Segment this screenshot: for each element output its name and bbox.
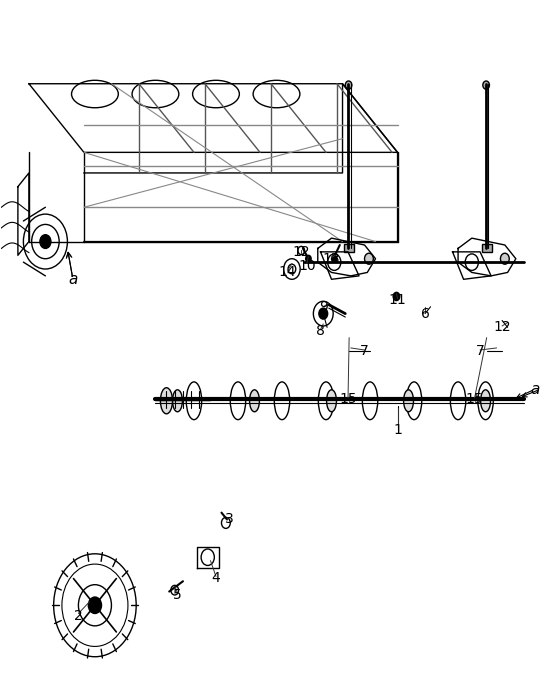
Text: 7: 7 — [476, 344, 484, 358]
Ellipse shape — [327, 390, 336, 412]
Text: 14: 14 — [279, 265, 296, 280]
Ellipse shape — [481, 390, 491, 412]
Circle shape — [393, 292, 400, 300]
Ellipse shape — [249, 390, 259, 412]
Text: a: a — [68, 271, 77, 287]
Text: 5: 5 — [173, 588, 182, 602]
Text: 2: 2 — [74, 608, 83, 623]
Ellipse shape — [450, 382, 466, 420]
Text: 10: 10 — [298, 258, 316, 273]
Circle shape — [306, 256, 311, 262]
Ellipse shape — [173, 390, 182, 412]
Ellipse shape — [478, 382, 493, 420]
Text: 8: 8 — [316, 324, 325, 338]
Circle shape — [500, 254, 509, 264]
Bar — [482, 244, 492, 252]
Ellipse shape — [186, 382, 202, 420]
Circle shape — [331, 256, 337, 262]
Ellipse shape — [160, 388, 173, 414]
Text: 15: 15 — [466, 393, 483, 407]
Text: 11: 11 — [389, 293, 406, 307]
Ellipse shape — [274, 382, 290, 420]
Text: 9: 9 — [319, 300, 328, 313]
Text: 12: 12 — [493, 320, 511, 334]
Text: 1: 1 — [393, 423, 402, 438]
Ellipse shape — [319, 382, 333, 420]
Circle shape — [319, 308, 328, 319]
Text: 6: 6 — [421, 307, 430, 320]
Ellipse shape — [404, 390, 414, 412]
Ellipse shape — [362, 382, 378, 420]
Ellipse shape — [230, 382, 246, 420]
Circle shape — [364, 254, 373, 264]
Circle shape — [345, 81, 352, 89]
Text: 4: 4 — [212, 570, 220, 585]
Ellipse shape — [406, 382, 422, 420]
Text: 12: 12 — [293, 245, 310, 259]
Bar — [344, 244, 354, 252]
Text: 7: 7 — [360, 344, 369, 358]
Circle shape — [483, 81, 489, 89]
Text: 13: 13 — [323, 251, 340, 266]
Text: 3: 3 — [226, 513, 234, 526]
Circle shape — [40, 235, 51, 249]
Text: a: a — [530, 382, 540, 397]
Circle shape — [88, 597, 102, 613]
Text: 15: 15 — [339, 393, 357, 407]
